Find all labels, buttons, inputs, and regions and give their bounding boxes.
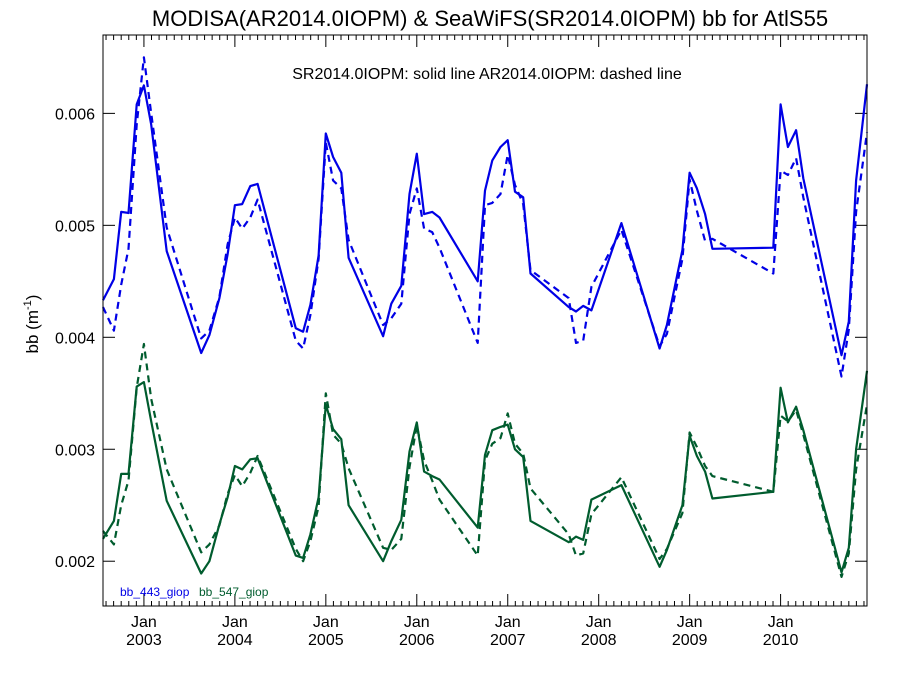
x-tick-year: 2010 (763, 632, 799, 649)
legend: bb_443_giop bb_547_giop (120, 585, 269, 599)
series-line-bb_443_giop-solid (102, 84, 869, 357)
y-axis-label-text: bb (m (23, 310, 42, 353)
x-tick-month: Jan (222, 614, 248, 631)
x-tick-month: Jan (313, 614, 339, 631)
y-tick-label: 0.002 (55, 554, 95, 571)
x-tick-month: Jan (495, 614, 521, 631)
y-tick-label: 0.003 (55, 442, 95, 459)
x-tick-year: 2008 (581, 632, 617, 649)
x-tick-year: 2004 (217, 632, 253, 649)
series-line-bb_443_giop-dashed (102, 56, 869, 378)
y-axis-label-sup: -1 (22, 300, 34, 310)
x-tick-month: Jan (404, 614, 430, 631)
y-tick-label: 0.005 (55, 218, 95, 235)
y-axis-label: bb (m-1) (22, 295, 42, 354)
x-tick-month: Jan (677, 614, 703, 631)
x-tick-month: Jan (768, 614, 794, 631)
chart-title: MODISA(AR2014.0IOPM) & SeaWiFS(SR2014.0I… (152, 6, 828, 31)
line-style-note: SR2014.0IOPM: solid line AR2014.0IOPM: d… (292, 66, 682, 83)
x-tick-year: 2006 (399, 632, 435, 649)
x-axis-ticks: Jan2003Jan2004Jan2005Jan2006Jan2007Jan20… (105, 35, 865, 649)
x-tick-year: 2007 (490, 632, 526, 649)
series-line-bb_547_giop-dashed (102, 342, 869, 579)
y-axis-label-close: ) (23, 295, 42, 301)
x-tick-year: 2005 (308, 632, 344, 649)
series-layer (102, 56, 869, 579)
x-tick-year: 2003 (126, 632, 162, 649)
legend-item: bb_547_giop (199, 585, 269, 599)
legend-item: bb_443_giop (120, 585, 190, 599)
x-tick-month: Jan (586, 614, 612, 631)
plot-frame (102, 34, 868, 607)
y-tick-label: 0.006 (55, 106, 95, 123)
y-axis-ticks: 0.002 0.003 0.004 0.005 0.006 (55, 106, 867, 571)
x-tick-year: 2009 (672, 632, 708, 649)
y-tick-label: 0.004 (55, 330, 95, 347)
x-tick-month: Jan (131, 614, 157, 631)
